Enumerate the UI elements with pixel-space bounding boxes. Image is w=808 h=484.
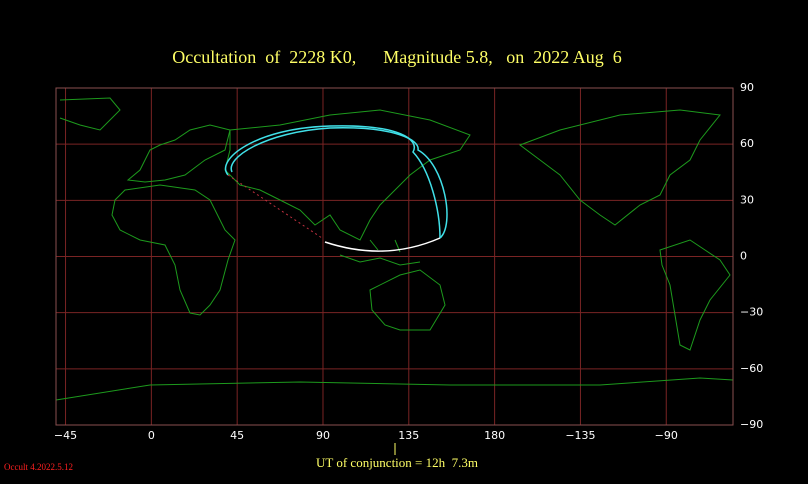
lat-tick-label: −90: [740, 418, 763, 431]
coast-antarctica: [55, 377, 734, 401]
lon-tick-label: 0: [148, 429, 155, 442]
coast-north-america: [518, 109, 721, 226]
coast-greenland: [59, 97, 121, 131]
lon-tick-label: 180: [484, 429, 505, 442]
map-frame: [55, 87, 734, 426]
coast-europe: [126, 124, 231, 183]
coastlines: [55, 97, 734, 401]
coast-africa: [111, 184, 236, 316]
lon-tick-label: −45: [54, 429, 77, 442]
lon-tick-label: 135: [398, 429, 419, 442]
map-title: Occultation of 2228 K0, Magnitude 5.8, o…: [172, 47, 621, 67]
lon-tick-label: −90: [655, 429, 678, 442]
lon-tick-label: 90: [316, 429, 330, 442]
occultation-path: [224, 125, 448, 252]
grid: [56, 87, 733, 426]
path-day: [324, 237, 441, 252]
version: Occult 4.2022.5.12: [4, 462, 73, 472]
lat-tick-label: 90: [740, 81, 754, 94]
lat-tick-label: 60: [740, 137, 754, 150]
conjunction-time: UT of conjunction = 12h 7.3m: [316, 455, 478, 470]
lat-tick-label: −30: [740, 306, 763, 319]
coast-australia: [369, 269, 446, 331]
lon-tick-label: 45: [230, 429, 244, 442]
lon-tick-label: −135: [565, 429, 595, 442]
path-limit-south: [230, 127, 448, 239]
lat-tick-label: −60: [740, 362, 763, 375]
coast-south-america: [659, 239, 731, 351]
coast-asia: [224, 109, 471, 241]
lat-tick-label: 0: [740, 250, 747, 263]
path-limit-north: [224, 125, 441, 239]
path-night: [227, 174, 323, 239]
lat-tick-label: 30: [740, 193, 754, 206]
